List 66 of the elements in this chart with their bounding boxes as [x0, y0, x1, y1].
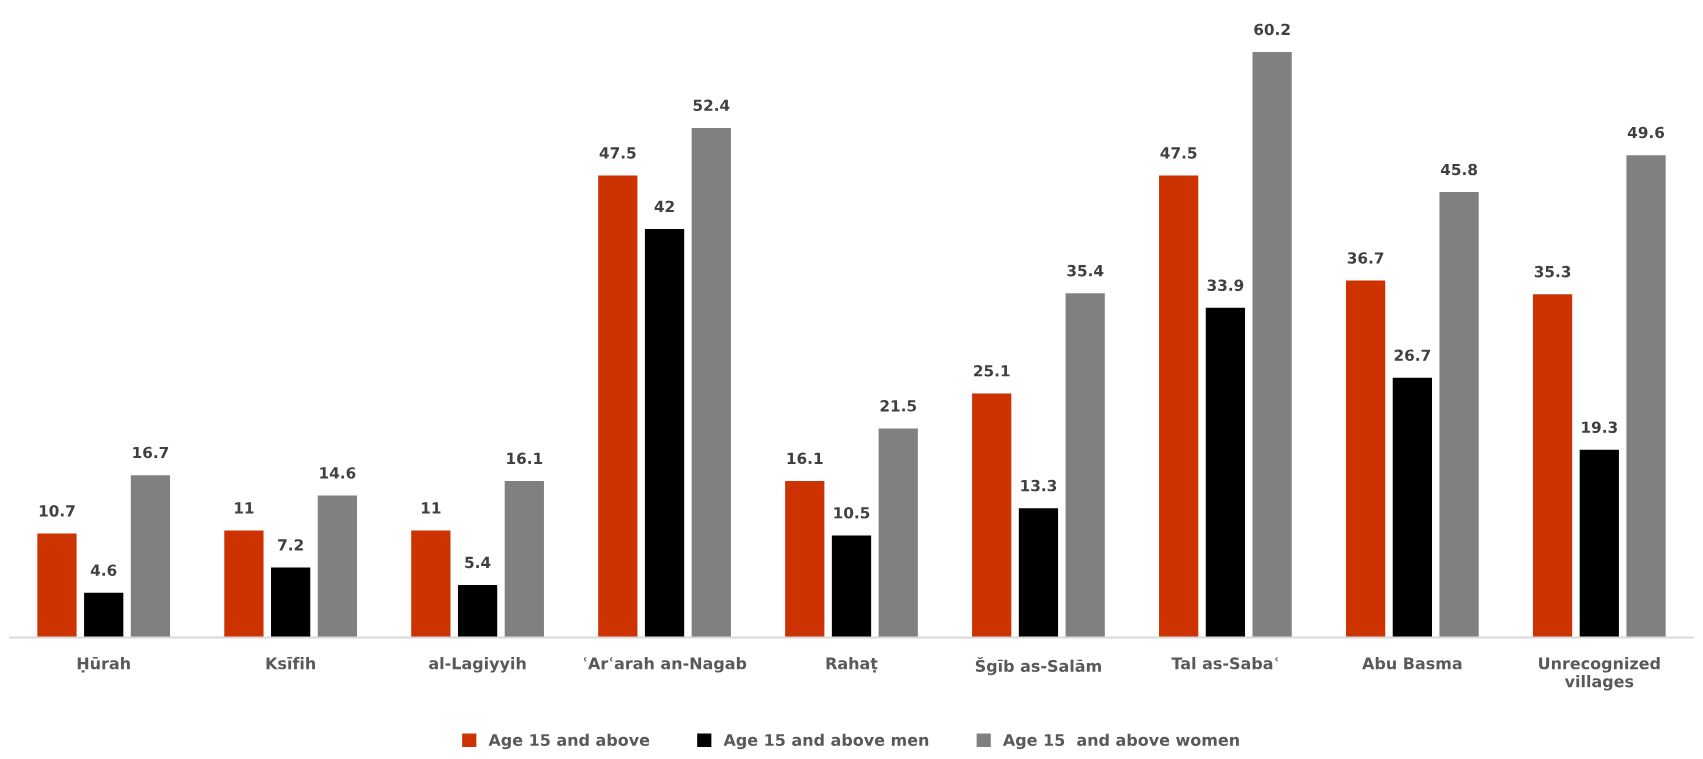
bar: [1579, 449, 1619, 638]
bar: [411, 530, 451, 638]
data-label: 11: [421, 502, 441, 514]
data-label: 16.7: [133, 446, 169, 459]
bar: [317, 495, 358, 638]
x-tick-label: Ksīfih: [266, 657, 315, 670]
bar: [457, 585, 498, 638]
data-label: 33.9: [1207, 279, 1244, 291]
data-label: 25.1: [974, 365, 1010, 377]
x-tick-label: Ḥūrah: [77, 657, 130, 673]
bar: [972, 393, 1012, 638]
bar: [1392, 377, 1432, 638]
bar: [1018, 508, 1059, 638]
x-tick-label: Abu Basma: [1362, 657, 1462, 670]
data-label: 4.6: [90, 564, 117, 576]
data-label: 5.4: [465, 556, 491, 569]
bar: [504, 480, 544, 638]
bar: [224, 530, 264, 638]
bar: [691, 127, 731, 638]
data-label: 47.5: [599, 147, 636, 159]
x-tick-label: al-Lagiyyih: [429, 657, 526, 673]
bar: [1065, 293, 1105, 638]
data-label: 35.4: [1067, 264, 1104, 277]
bar: [1626, 155, 1666, 638]
bar: [878, 428, 918, 638]
bar: [1252, 52, 1292, 638]
x-tick-label: Šgīb as-Salām: [975, 657, 1101, 676]
data-label: 45.8: [1440, 163, 1477, 176]
legend-label: Age 15 and above men: [723, 733, 929, 750]
bar: [271, 567, 311, 638]
data-label: 11: [235, 502, 254, 514]
bar: [130, 475, 171, 638]
data-label: 10.5: [834, 507, 870, 519]
x-tick-label: Unrecognized villages: [1539, 657, 1660, 691]
bar: [1345, 280, 1386, 638]
bar: [37, 533, 77, 638]
legend-label: Age 15 and above women: [1002, 733, 1239, 750]
bar: [598, 175, 638, 638]
data-label: 47.5: [1160, 147, 1197, 159]
data-label: 26.7: [1394, 349, 1430, 362]
x-tick-label: Tal as-Sabaʿ: [1171, 657, 1278, 670]
legend-label: Age 15 and above: [488, 733, 650, 750]
bar: [1159, 175, 1199, 638]
data-label: 13.3: [1021, 479, 1057, 492]
bar: [644, 229, 685, 638]
data-label: 21.5: [880, 400, 917, 412]
bar: [831, 535, 872, 638]
bar: [1205, 307, 1246, 638]
data-label: 35.3: [1534, 265, 1571, 278]
bar: [84, 592, 124, 638]
bar: [785, 480, 825, 638]
data-label: 42: [654, 200, 674, 212]
data-label: 36.7: [1347, 252, 1384, 264]
data-label: 14.6: [320, 467, 356, 479]
x-tick-label: Rahaṭ: [826, 657, 878, 673]
data-label: 16.1: [507, 452, 543, 465]
bar: [1439, 192, 1479, 638]
data-label: 10.7: [39, 505, 75, 517]
data-label: 16.1: [787, 452, 823, 465]
data-label: 7.2: [278, 539, 303, 551]
bar: [1532, 294, 1573, 638]
data-label: 49.6: [1627, 126, 1665, 139]
data-label: 19.3: [1582, 421, 1617, 433]
data-label: 52.4: [693, 99, 730, 112]
data-label: 60.2: [1254, 23, 1290, 36]
x-tick-label: ʿArʿarah an-Nagab: [583, 657, 747, 673]
